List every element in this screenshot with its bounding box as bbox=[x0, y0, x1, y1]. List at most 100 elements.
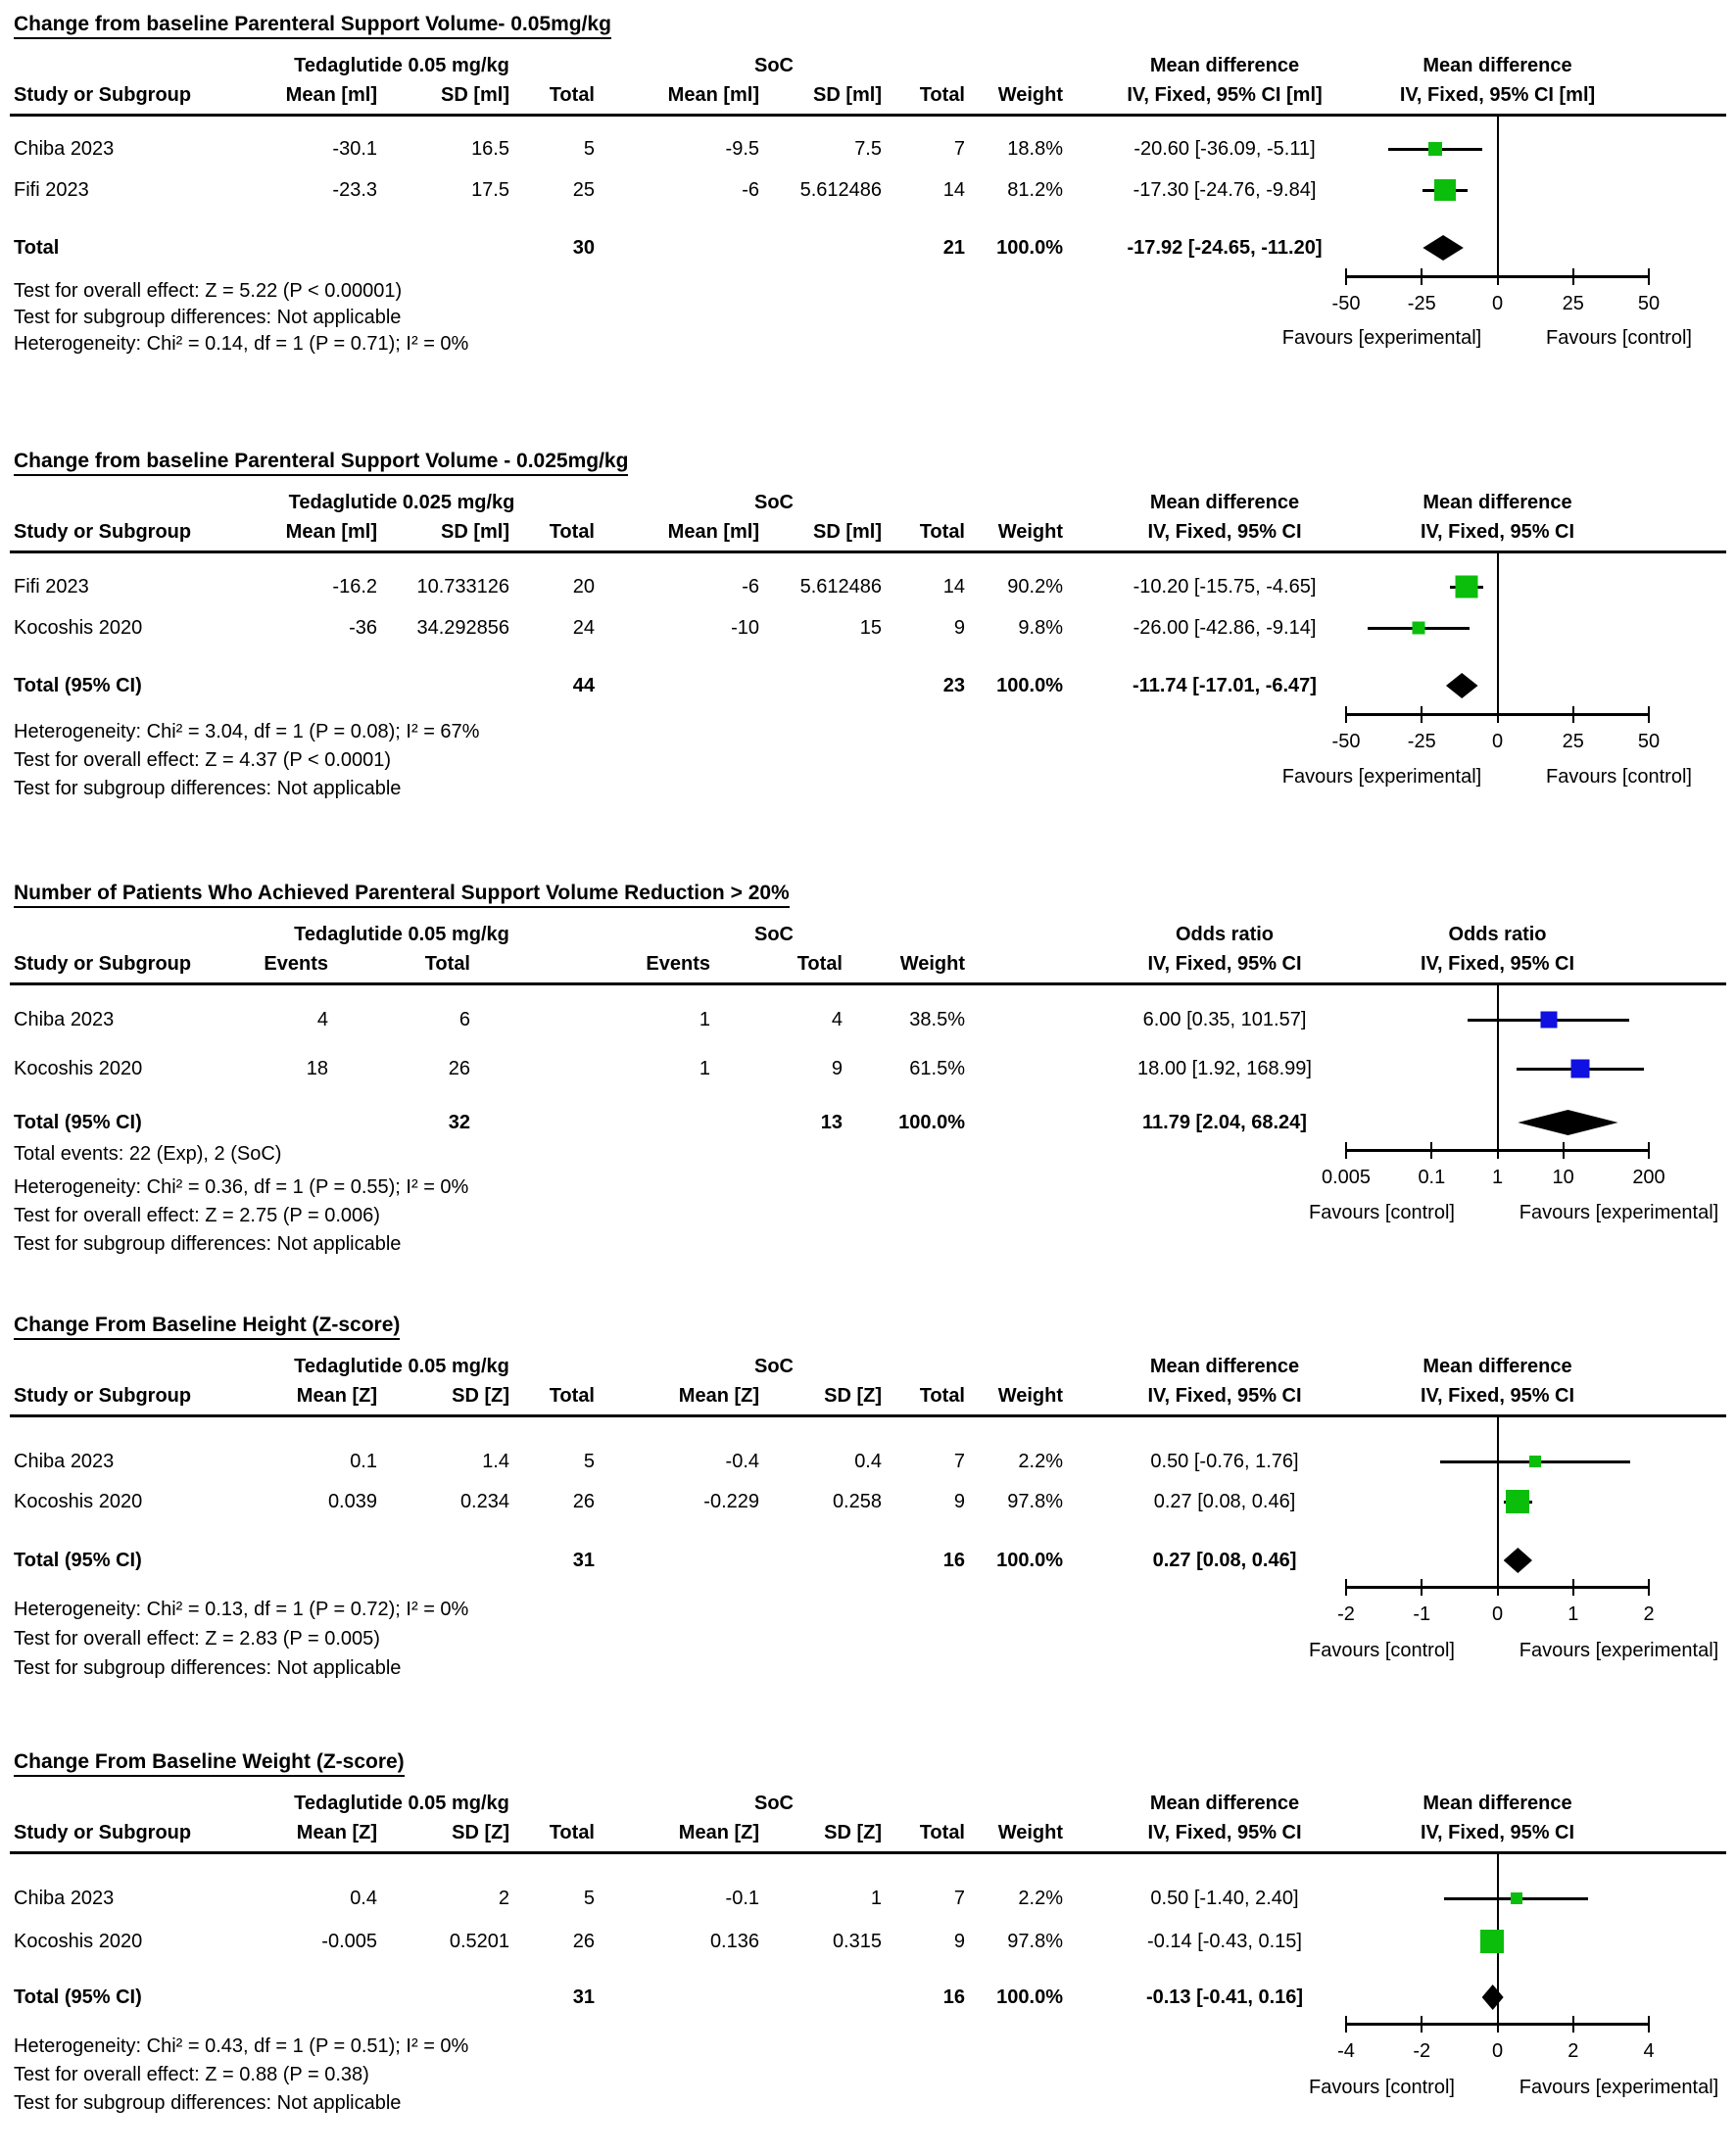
study-ci-text: 0.27 [0.08, 0.46] bbox=[1153, 1491, 1296, 1512]
axis-tick bbox=[1496, 706, 1499, 723]
column-header-6: Weight bbox=[997, 84, 1063, 106]
total-effect-diamond bbox=[1423, 235, 1464, 261]
stats-line: Test for overall effect: Z = 5.22 (P < 0… bbox=[14, 280, 403, 302]
study-cell: 9.8% bbox=[1018, 617, 1063, 639]
panel-title: Number of Patients Who Achieved Parenter… bbox=[14, 883, 790, 908]
study-cell: 0.234 bbox=[459, 1491, 509, 1512]
axis-tick-label: -4 bbox=[1337, 2040, 1355, 2062]
study-cell: 14 bbox=[942, 576, 965, 598]
axis-tick bbox=[1345, 268, 1347, 285]
study-cell: 26 bbox=[572, 1931, 595, 1952]
study-cell: 0.315 bbox=[832, 1931, 882, 1952]
effect-square-marker bbox=[1529, 1456, 1542, 1467]
study-cell: -23.3 bbox=[332, 179, 377, 201]
stats-line: Heterogeneity: Chi² = 0.43, df = 1 (P = … bbox=[14, 2035, 469, 2057]
study-cell: 26 bbox=[572, 1491, 595, 1512]
axis-tick-label: 0 bbox=[1491, 1603, 1504, 1625]
study-cell: 2 bbox=[498, 1888, 509, 1909]
plot-column-header-line1: Mean difference bbox=[1423, 492, 1572, 513]
axis-tick bbox=[1648, 1579, 1650, 1596]
stats-line: Heterogeneity: Chi² = 0.14, df = 1 (P = … bbox=[14, 333, 469, 355]
study-cell: 25 bbox=[572, 179, 595, 201]
favours-right-label: Favours [experimental] bbox=[1519, 1202, 1719, 1223]
axis-tick-label: -2 bbox=[1413, 2040, 1431, 2062]
forest-plot-panel-2: Change from baseline Parenteral Support … bbox=[0, 451, 1736, 852]
axis-tick bbox=[1571, 2016, 1574, 2033]
study-ci-text: 0.50 [-0.76, 1.76] bbox=[1150, 1451, 1299, 1472]
total-row-label: Total (95% CI) bbox=[14, 675, 142, 696]
column-header-4: Weight bbox=[899, 953, 965, 975]
header-divider-line bbox=[10, 1851, 1726, 1854]
study-cell: 5 bbox=[583, 1451, 595, 1472]
study-cell: 6 bbox=[458, 1009, 470, 1030]
effect-square-marker bbox=[1434, 179, 1457, 201]
zero-reference-line bbox=[1496, 550, 1499, 715]
effect-column-header-line2: IV, Fixed, 95% CI bbox=[1147, 1822, 1302, 1843]
stats-line: Test for overall effect: Z = 0.88 (P = 0… bbox=[14, 2064, 369, 2085]
stats-line: Test for subgroup differences: Not appli… bbox=[14, 2092, 402, 2114]
column-header-4: SD [ml] bbox=[813, 521, 882, 543]
effect-column-header-line2: IV, Fixed, 95% CI [ml] bbox=[1127, 84, 1323, 106]
study-name: Chiba 2023 bbox=[14, 1451, 115, 1472]
study-cell: 9 bbox=[953, 1931, 965, 1952]
total-row-label: Total (95% CI) bbox=[14, 1550, 142, 1571]
axis-tick bbox=[1571, 706, 1574, 723]
zero-reference-line bbox=[1496, 982, 1499, 1151]
column-header-5: Total bbox=[919, 521, 965, 543]
study-name: Chiba 2023 bbox=[14, 138, 115, 160]
study-cell: 24 bbox=[572, 617, 595, 639]
study-cell: 0.1 bbox=[350, 1451, 377, 1472]
study-name: Kocoshis 2020 bbox=[14, 617, 143, 639]
stats-line: Test for overall effect: Z = 4.37 (P < 0… bbox=[14, 749, 392, 771]
axis-tick bbox=[1496, 2016, 1499, 2033]
favours-left-label: Favours [experimental] bbox=[1281, 327, 1482, 349]
study-cell: 7 bbox=[953, 1888, 965, 1909]
study-cell: 20 bbox=[572, 576, 595, 598]
total-events-note: Total events: 22 (Exp), 2 (SoC) bbox=[14, 1143, 282, 1165]
study-ci-text: -10.20 [-15.75, -4.65] bbox=[1133, 576, 1317, 598]
total-group2-n: 16 bbox=[942, 1550, 965, 1571]
stats-line: Test for overall effect: Z = 2.75 (P = 0… bbox=[14, 1205, 380, 1226]
study-cell: 7 bbox=[953, 1451, 965, 1472]
column-header-0: Mean [Z] bbox=[296, 1822, 377, 1843]
axis-tick-label: -2 bbox=[1337, 1603, 1355, 1625]
panel-title: Change from baseline Parenteral Support … bbox=[14, 14, 611, 39]
axis-tick bbox=[1496, 1579, 1499, 1596]
study-cell: -36 bbox=[349, 617, 377, 639]
axis-tick-label: -1 bbox=[1413, 1603, 1431, 1625]
study-cell: 1.4 bbox=[482, 1451, 509, 1472]
total-group2-n: 13 bbox=[820, 1112, 843, 1133]
group2-header: SoC bbox=[754, 1356, 794, 1377]
study-cell: 5 bbox=[583, 1888, 595, 1909]
total-group2-n: 16 bbox=[942, 1986, 965, 2008]
study-cell: 2.2% bbox=[1018, 1888, 1063, 1909]
stats-line: Test for subgroup differences: Not appli… bbox=[14, 778, 402, 799]
study-cell: 2.2% bbox=[1018, 1451, 1063, 1472]
column-header-5: Total bbox=[919, 84, 965, 106]
study-cell: 9 bbox=[953, 1491, 965, 1512]
panel-title: Change From Baseline Weight (Z-score) bbox=[14, 1751, 405, 1777]
axis-tick-label: 10 bbox=[1552, 1167, 1574, 1188]
axis-tick bbox=[1345, 2016, 1347, 2033]
effect-column-header-line2: IV, Fixed, 95% CI bbox=[1147, 1385, 1302, 1407]
column-header-1: SD [ml] bbox=[441, 84, 509, 106]
study-cell: 97.8% bbox=[1007, 1931, 1063, 1952]
axis-tick bbox=[1648, 1142, 1650, 1159]
total-weight: 100.0% bbox=[898, 1112, 965, 1133]
axis-tick-label: 2 bbox=[1567, 2040, 1579, 2062]
group1-header: Tedaglutide 0.05 mg/kg bbox=[294, 55, 509, 76]
stats-line: Test for subgroup differences: Not appli… bbox=[14, 1657, 402, 1679]
study-cell: 38.5% bbox=[909, 1009, 965, 1030]
stats-line: Test for overall effect: Z = 2.83 (P = 0… bbox=[14, 1628, 380, 1650]
effect-column-header-line1: Mean difference bbox=[1149, 55, 1300, 76]
total-row-label: Total (95% CI) bbox=[14, 1112, 142, 1133]
column-header-5: Total bbox=[919, 1385, 965, 1407]
axis-tick-label: 0 bbox=[1491, 293, 1504, 314]
group1-header: Tedaglutide 0.05 mg/kg bbox=[294, 1356, 509, 1377]
study-name: Kocoshis 2020 bbox=[14, 1491, 143, 1512]
column-header-2: Total bbox=[549, 1385, 595, 1407]
column-header-0: Mean [ml] bbox=[285, 84, 377, 106]
study-name: Kocoshis 2020 bbox=[14, 1058, 143, 1079]
study-cell: 34.292856 bbox=[416, 617, 509, 639]
axis-tick-label: -50 bbox=[1331, 293, 1361, 314]
